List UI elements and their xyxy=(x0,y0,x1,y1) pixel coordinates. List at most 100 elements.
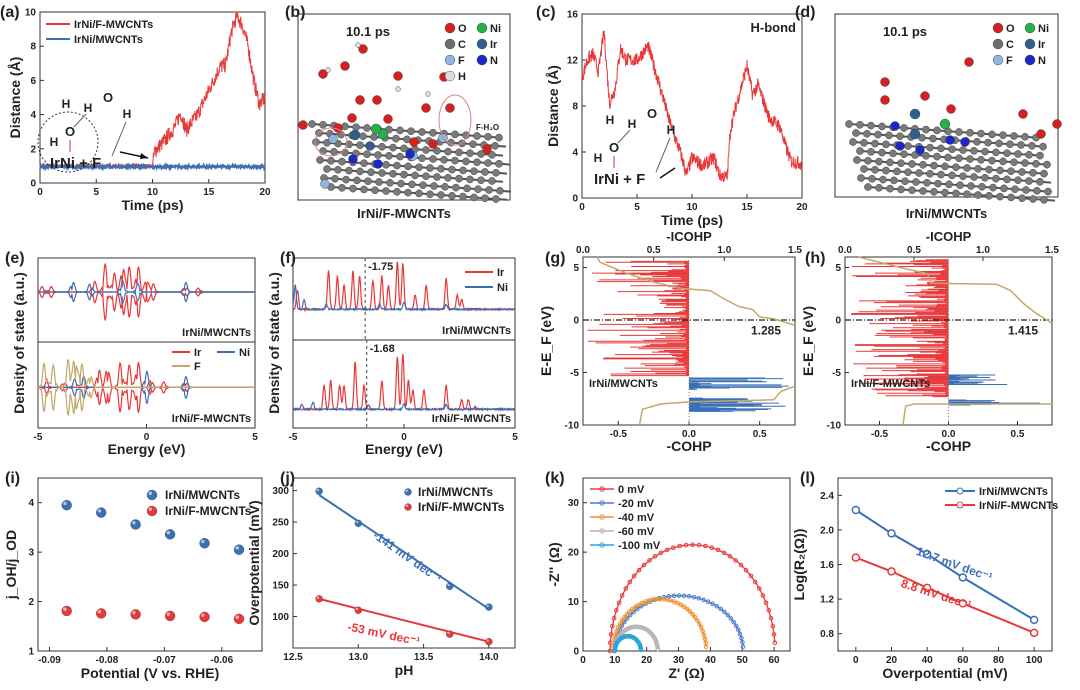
carbon-atom xyxy=(955,128,963,136)
carbon-atom xyxy=(1000,184,1008,193)
data-point xyxy=(617,621,623,627)
atom-o: O xyxy=(65,124,75,139)
data-point xyxy=(655,646,661,652)
carbon-atom xyxy=(999,157,1007,166)
atom-n xyxy=(895,141,905,151)
data-point xyxy=(611,615,617,621)
carbon-atom xyxy=(1036,177,1044,186)
carbon-atom xyxy=(952,163,960,172)
carbon-atom xyxy=(389,143,397,152)
d-band-center-label: -1.68 xyxy=(370,343,395,355)
y-axis-label: Log(R₂(Ω)) xyxy=(791,529,807,601)
dos-ni-line xyxy=(292,401,516,412)
carbon-atom xyxy=(900,150,908,159)
nyquist-curve xyxy=(612,598,707,652)
data-point-highlight xyxy=(405,489,408,492)
carbon-atom xyxy=(1028,141,1036,150)
legend-label: F xyxy=(458,55,465,67)
y-axis-label: Distance (Å) xyxy=(545,65,561,147)
panel-label: (e) xyxy=(5,250,25,267)
data-point xyxy=(664,547,670,553)
carbon-atom xyxy=(466,149,474,158)
y-tick-label: 0 xyxy=(573,316,579,327)
legend-atom-ir xyxy=(476,38,488,50)
data-point xyxy=(658,550,664,556)
data-point xyxy=(733,623,739,629)
legend-label: N xyxy=(490,55,498,67)
panel-label: (l) xyxy=(800,470,815,487)
x-tick-label: 20 xyxy=(886,655,898,666)
y-tick-label: 0 xyxy=(572,194,578,205)
legend-atom-n xyxy=(476,54,488,66)
irni-f-label: IrNi + F xyxy=(594,171,645,188)
data-point xyxy=(958,599,968,608)
data-point xyxy=(772,640,778,646)
atom-o: O xyxy=(103,90,113,105)
atom-h: H xyxy=(84,101,93,115)
x-tick-label: 0 xyxy=(580,655,586,666)
carbon-atom xyxy=(984,138,992,147)
y-tick-label: -10 xyxy=(827,421,842,432)
carbon-atom xyxy=(1006,140,1014,149)
y-tick-label: 2 xyxy=(30,144,36,155)
data-point-highlight xyxy=(447,631,450,635)
carbon-atom xyxy=(897,185,905,194)
atom-h: H xyxy=(594,151,603,165)
legend-label: F xyxy=(194,361,201,373)
y-tick-label: 4 xyxy=(572,148,578,159)
data-point xyxy=(725,612,731,618)
panel-label: (f) xyxy=(280,250,296,267)
carbon-atom xyxy=(473,158,481,167)
data-point xyxy=(768,615,774,621)
atom-o xyxy=(445,103,455,113)
carbon-atom xyxy=(389,169,397,178)
data-point-highlight xyxy=(486,604,489,608)
data-point xyxy=(771,632,777,637)
carbon-atom xyxy=(481,194,489,203)
carbon-atom xyxy=(331,174,339,183)
data-point-highlight xyxy=(486,639,489,642)
data-point xyxy=(199,538,210,549)
legend-label: -100 mV xyxy=(618,540,661,552)
carbon-atom xyxy=(900,124,908,132)
carbon-atom xyxy=(393,187,401,196)
carbon-atom xyxy=(922,151,930,160)
carbon-atom xyxy=(462,157,470,166)
carbon-atom xyxy=(474,185,482,194)
data-point xyxy=(96,507,107,518)
carbon-atom xyxy=(1022,186,1030,194)
carbon-atom xyxy=(448,165,456,174)
legend-label: C xyxy=(458,39,466,51)
x-tick-label: -0.09 xyxy=(38,655,61,666)
legend-atom-n xyxy=(1024,54,1036,66)
legend-label: H xyxy=(458,71,466,83)
x-tick-label: 0 xyxy=(401,432,407,443)
y-tick-label: 1.6 xyxy=(820,560,834,571)
carbon-atom xyxy=(418,128,426,136)
legend-label: -40 mV xyxy=(618,512,655,524)
carbon-atom xyxy=(370,133,378,141)
data-point xyxy=(404,503,412,511)
carbon-atom xyxy=(904,142,912,150)
data-point xyxy=(733,558,738,563)
x-tick-label: 1.0 xyxy=(717,245,731,256)
carbon-atom xyxy=(879,175,887,184)
carbon-atom xyxy=(1007,193,1015,202)
carbon-atom xyxy=(864,156,872,165)
data-point xyxy=(1029,628,1039,638)
data-point xyxy=(631,573,637,579)
time-label: 10.1 ps xyxy=(883,24,927,39)
structure-caption: IrNi/F-MWCNTs xyxy=(357,206,451,221)
carbon-atom xyxy=(897,159,905,168)
atom-o xyxy=(355,95,365,105)
carbon-atom xyxy=(886,158,894,167)
carbon-atom xyxy=(966,128,974,137)
data-point xyxy=(728,616,734,621)
data-point xyxy=(638,647,644,653)
carbon-atom xyxy=(426,190,434,199)
highlight-ellipse xyxy=(438,94,472,146)
y-tick-label: 150 xyxy=(272,581,289,592)
carbon-atom xyxy=(1003,149,1011,158)
carbon-atom xyxy=(363,150,371,159)
legend-atom-ni xyxy=(1024,22,1036,34)
